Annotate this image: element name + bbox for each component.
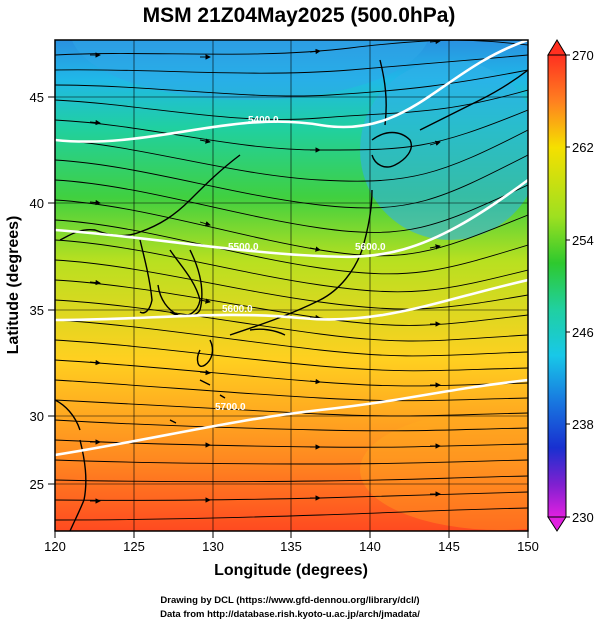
x-tick-label: 120 xyxy=(44,539,66,554)
contour-label: 5700.0 xyxy=(215,402,246,413)
frame-ticks xyxy=(48,96,529,538)
x-tick-label: 130 xyxy=(202,539,224,554)
x-tick-label: 150 xyxy=(517,539,539,554)
height-contours xyxy=(55,40,528,457)
coastlines xyxy=(55,59,528,531)
y-tick-label: 35 xyxy=(30,303,44,318)
colorbar-tick-label: 230 xyxy=(572,510,594,525)
x-tick-label: 140 xyxy=(359,539,381,554)
colorbar-bottom-triangle xyxy=(547,516,567,532)
colorbar-tick-label: 262 xyxy=(572,140,594,155)
cold-pool-north xyxy=(71,40,429,100)
y-tick-label: 30 xyxy=(30,409,44,424)
x-tick-labels: 120 125 130 135 140 145 150 xyxy=(44,539,539,554)
colorbar-top-triangle xyxy=(547,39,567,56)
contour-label: 5600.0 xyxy=(355,242,386,253)
chart-title: MSM 21Z04May2025 (500.0hPa) xyxy=(143,4,456,27)
colorbar: 270 262 254 246 238 230 xyxy=(547,39,594,532)
y-tick-label: 45 xyxy=(30,90,44,105)
y-tick-label: 40 xyxy=(30,196,44,211)
colorbar-tick-label: 246 xyxy=(572,325,594,340)
y-tick-label: 25 xyxy=(30,477,44,492)
x-tick-label: 125 xyxy=(123,539,145,554)
x-axis-label: Longitude (degrees) xyxy=(214,562,368,579)
wind-arrows xyxy=(89,40,441,504)
colorbar-tick-label: 254 xyxy=(572,233,594,248)
x-tick-label: 145 xyxy=(438,539,460,554)
colorbar-tick-label: 238 xyxy=(572,417,594,432)
credit-data-source: Data from http://database.rish.kyoto-u.a… xyxy=(160,609,420,620)
colorbar-bar xyxy=(547,54,567,518)
contour-label: 5500.0 xyxy=(228,242,259,253)
y-axis-label: Latitude (degrees) xyxy=(5,216,22,355)
map-plot-area: 5400.0 5600.0 5500.0 5600.0 5700.0 xyxy=(55,40,528,531)
colorbar-tick-label: 270 xyxy=(572,48,594,63)
cold-pool-northeast xyxy=(360,60,528,240)
credit-drawing: Drawing by DCL (https://www.gfd-dennou.o… xyxy=(160,595,419,606)
contour-label: 5400.0 xyxy=(248,115,279,126)
colorbar-ticks xyxy=(566,54,570,518)
y-tick-labels: 25 30 35 40 45 xyxy=(30,90,44,492)
warm-southeast xyxy=(360,410,528,530)
contour-label: 5600.0 xyxy=(222,304,253,315)
contour-labels: 5400.0 5600.0 5500.0 5600.0 5700.0 xyxy=(215,115,386,413)
x-tick-label: 135 xyxy=(280,539,302,554)
